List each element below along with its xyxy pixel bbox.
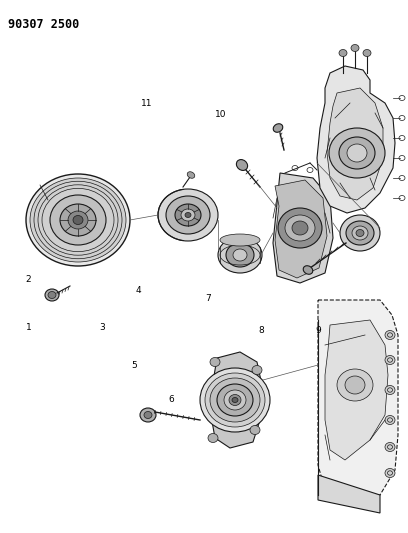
Ellipse shape xyxy=(346,221,374,245)
Ellipse shape xyxy=(220,234,260,246)
Polygon shape xyxy=(275,180,327,278)
Text: 11: 11 xyxy=(141,100,153,108)
Ellipse shape xyxy=(185,213,191,217)
Text: 6: 6 xyxy=(169,395,174,404)
Ellipse shape xyxy=(339,137,375,169)
Ellipse shape xyxy=(26,174,130,266)
Ellipse shape xyxy=(30,178,126,262)
Ellipse shape xyxy=(233,249,247,261)
Ellipse shape xyxy=(385,356,395,365)
Ellipse shape xyxy=(329,128,385,178)
Ellipse shape xyxy=(50,195,106,245)
Ellipse shape xyxy=(181,209,195,221)
Text: 90307 2500: 90307 2500 xyxy=(8,18,79,31)
Ellipse shape xyxy=(340,215,380,251)
Ellipse shape xyxy=(278,208,322,248)
Ellipse shape xyxy=(273,124,283,132)
Ellipse shape xyxy=(45,289,59,301)
Ellipse shape xyxy=(385,442,395,451)
Ellipse shape xyxy=(200,368,270,432)
Ellipse shape xyxy=(250,425,260,434)
Ellipse shape xyxy=(218,237,262,273)
Polygon shape xyxy=(317,66,395,213)
Text: 4: 4 xyxy=(136,286,142,295)
Ellipse shape xyxy=(175,204,201,226)
Ellipse shape xyxy=(187,172,195,178)
Polygon shape xyxy=(273,173,333,283)
Ellipse shape xyxy=(356,230,364,237)
Ellipse shape xyxy=(236,159,248,171)
Ellipse shape xyxy=(232,398,238,402)
Text: 7: 7 xyxy=(205,294,211,303)
Ellipse shape xyxy=(385,416,395,424)
Ellipse shape xyxy=(217,384,253,416)
Ellipse shape xyxy=(385,469,395,478)
Ellipse shape xyxy=(363,50,371,56)
Ellipse shape xyxy=(345,376,365,394)
Ellipse shape xyxy=(385,385,395,394)
Text: 10: 10 xyxy=(215,110,226,119)
Ellipse shape xyxy=(385,330,395,340)
Text: 2: 2 xyxy=(26,276,31,284)
Ellipse shape xyxy=(158,189,218,241)
Ellipse shape xyxy=(60,204,96,236)
Ellipse shape xyxy=(337,369,373,401)
Ellipse shape xyxy=(252,366,262,375)
Ellipse shape xyxy=(210,378,260,422)
Text: 1: 1 xyxy=(26,324,31,332)
Ellipse shape xyxy=(347,144,367,162)
Ellipse shape xyxy=(339,50,347,56)
Ellipse shape xyxy=(303,266,313,274)
Ellipse shape xyxy=(224,390,246,410)
Ellipse shape xyxy=(292,221,308,235)
Ellipse shape xyxy=(351,44,359,52)
Ellipse shape xyxy=(205,373,265,427)
Ellipse shape xyxy=(140,408,156,422)
Polygon shape xyxy=(327,88,383,200)
Ellipse shape xyxy=(166,196,210,234)
Ellipse shape xyxy=(285,215,315,241)
Polygon shape xyxy=(210,352,263,448)
Polygon shape xyxy=(318,300,398,500)
Ellipse shape xyxy=(352,226,368,240)
Polygon shape xyxy=(318,475,380,513)
Ellipse shape xyxy=(229,394,241,406)
Text: 9: 9 xyxy=(315,326,321,335)
Ellipse shape xyxy=(68,211,88,229)
Ellipse shape xyxy=(73,215,83,224)
Text: 8: 8 xyxy=(258,326,264,335)
Text: 3: 3 xyxy=(99,324,105,332)
Ellipse shape xyxy=(208,433,218,442)
Polygon shape xyxy=(325,320,388,460)
Ellipse shape xyxy=(144,411,152,418)
Ellipse shape xyxy=(210,358,220,367)
Text: 5: 5 xyxy=(132,361,137,369)
Ellipse shape xyxy=(226,243,254,267)
Ellipse shape xyxy=(48,292,56,298)
